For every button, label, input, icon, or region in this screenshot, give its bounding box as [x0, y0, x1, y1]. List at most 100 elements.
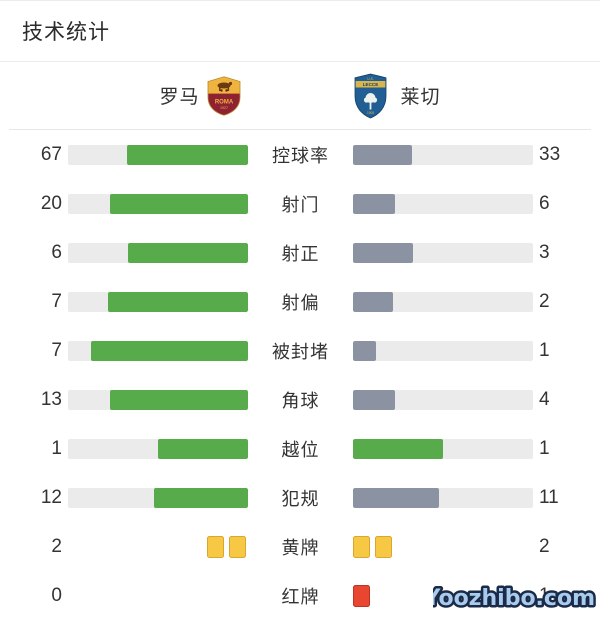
- away-bar-track: [353, 291, 533, 312]
- away-bar-track: [353, 389, 533, 410]
- home-value: 0: [51, 584, 62, 606]
- stat-label: 射偏: [281, 292, 320, 313]
- away-bar-track: [353, 487, 533, 508]
- stat-row: 0 红牌 1: [0, 571, 600, 620]
- stat-label: 射门: [281, 194, 320, 215]
- away-bar-fill: [353, 291, 393, 312]
- away-value: 2: [539, 290, 550, 312]
- stat-row: 7 射偏 2: [0, 277, 600, 326]
- home-bar-area: [68, 585, 248, 607]
- home-bar-fill: [107, 291, 248, 312]
- home-value: 7: [51, 290, 62, 312]
- stat-row: 20 射门 6: [0, 179, 600, 228]
- yellow-card-icon: [375, 535, 392, 558]
- stat-label: 角球: [281, 390, 320, 411]
- stats-list: 67 控球率 33 20 射门 6 6 射正 3 7 射偏 2 7 被封堵 1 13 角球 4 1 越位 1 12 犯规 11…: [0, 130, 600, 620]
- away-bar-fill: [353, 144, 413, 165]
- away-value: 4: [539, 388, 550, 410]
- home-bar-fill: [127, 144, 248, 165]
- yellow-card-icon: [207, 535, 224, 558]
- away-value: 1: [539, 437, 550, 459]
- away-bar-area: [353, 389, 533, 411]
- away-bar-fill: [353, 389, 396, 410]
- home-bar-area: [68, 144, 248, 166]
- away-bar-track: [353, 242, 533, 263]
- stat-row: 1 越位 1: [0, 424, 600, 473]
- home-bar-track: [68, 291, 248, 312]
- home-bar-track: [68, 340, 248, 361]
- home-bar-track: [68, 438, 248, 459]
- away-bar-area: [353, 242, 533, 264]
- away-bar-track: [353, 144, 533, 165]
- home-bar-track: [68, 487, 248, 508]
- stat-row: 13 角球 4: [0, 375, 600, 424]
- away-bar-area: [353, 144, 533, 166]
- stat-row: 67 控球率 33: [0, 130, 600, 179]
- home-bar-area: [68, 438, 248, 460]
- home-value: 67: [40, 143, 62, 165]
- away-value: 1: [539, 584, 550, 606]
- away-value: 33: [539, 143, 561, 165]
- home-bar-area: [68, 291, 248, 313]
- stat-row: 12 犯规 11: [0, 473, 600, 522]
- away-team-name: 莱切: [400, 87, 441, 108]
- away-value: 2: [539, 535, 550, 557]
- svg-text:1927: 1927: [220, 106, 228, 110]
- header-divider: [9, 129, 591, 130]
- stat-label: 被封堵: [272, 341, 329, 362]
- stat-label: 犯规: [281, 488, 320, 509]
- home-bar-area: [68, 242, 248, 264]
- home-value: 13: [40, 388, 62, 410]
- away-value: 11: [539, 486, 559, 508]
- roma-crest-icon: ROMA 1927: [207, 75, 240, 116]
- home-bar-track: [68, 144, 248, 165]
- away-team: U.S. LECCE 1908 莱切: [354, 73, 441, 119]
- away-value: 6: [539, 192, 550, 214]
- home-value: 12: [40, 486, 62, 508]
- away-value: 3: [539, 241, 550, 263]
- title-bar: 技术统计: [0, 1, 600, 62]
- away-bar-area: [353, 291, 533, 313]
- yellow-card-icon: [353, 535, 370, 558]
- away-bar-area: [353, 487, 533, 509]
- home-value: 1: [51, 437, 62, 459]
- away-bar-area: [353, 535, 533, 558]
- stat-row: 6 射正 3: [0, 228, 600, 277]
- home-bar-area: [68, 340, 248, 362]
- away-bar-track: [353, 438, 533, 459]
- away-bar-area: [353, 340, 533, 362]
- home-bar-area: [68, 193, 248, 215]
- home-bar-fill: [158, 438, 248, 459]
- away-bar-fill: [353, 193, 395, 214]
- home-bar-fill: [154, 487, 248, 508]
- home-bar-fill: [127, 242, 248, 263]
- home-bar-fill: [110, 389, 248, 410]
- home-bar-fill: [90, 340, 248, 361]
- away-bar-area: [353, 584, 533, 607]
- stat-label: 控球率: [272, 145, 329, 166]
- yellow-card-icon: [229, 535, 246, 558]
- stat-row: 7 被封堵 1: [0, 326, 600, 375]
- away-value: 1: [539, 339, 550, 361]
- away-bar-track: [353, 193, 533, 214]
- svg-text:1908: 1908: [366, 111, 373, 115]
- teams-header: 罗马 ROMA 1927 U.S. LECCE: [0, 62, 600, 129]
- away-bar-fill: [353, 242, 413, 263]
- away-bar-track: [353, 340, 533, 361]
- stat-label: 黄牌: [281, 537, 320, 558]
- home-value: 6: [51, 241, 62, 263]
- away-bar-fill: [353, 487, 440, 508]
- home-bar-track: [68, 389, 248, 410]
- red-card-icon: [353, 584, 370, 607]
- away-bar-area: [353, 193, 533, 215]
- home-bar-area: [68, 389, 248, 411]
- svg-text:LECCE: LECCE: [362, 82, 378, 87]
- away-bar-area: [353, 438, 533, 460]
- stat-label: 射正: [281, 243, 320, 264]
- watermark-text: Yoozhibo.com: [433, 586, 595, 611]
- home-value: 7: [51, 339, 62, 361]
- away-bar-fill: [353, 438, 443, 459]
- home-team: 罗马 ROMA 1927: [159, 75, 240, 116]
- lecce-crest-icon: U.S. LECCE 1908: [354, 73, 386, 118]
